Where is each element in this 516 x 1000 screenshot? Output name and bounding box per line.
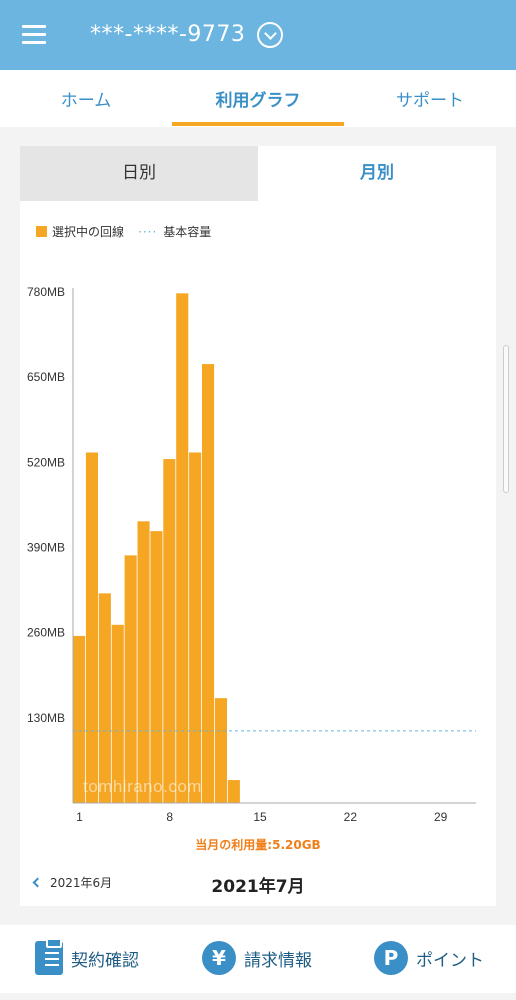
yen-icon: ¥ (202, 941, 236, 975)
monthly-usage-total: 当月の利用量:5.20GB (195, 838, 321, 852)
clipboard-icon (35, 938, 63, 975)
segment-monthly[interactable]: 月別 (258, 146, 496, 201)
bar (227, 780, 240, 803)
bar (202, 364, 215, 803)
y-tick-label: 130MB (27, 711, 65, 725)
hamburger-menu-icon[interactable] (22, 25, 46, 45)
y-tick-label: 260MB (27, 626, 65, 640)
bar (176, 293, 189, 803)
current-month-label: 2021年7月 (211, 877, 305, 897)
y-tick-label: 650MB (27, 370, 65, 384)
contract-check-button[interactable]: 契約確認 (32, 938, 139, 975)
legend-selected-line: 選択中の回線 (52, 225, 125, 239)
bar (150, 531, 163, 803)
x-tick-label: 15 (253, 810, 267, 824)
bottom-nav: 契約確認 ¥ 請求情報 P ポイント (0, 925, 516, 993)
watermark: tomhirano.com (83, 777, 202, 796)
billing-info-label: 請求情報 (244, 950, 312, 971)
bar (163, 459, 176, 803)
bar (214, 698, 227, 803)
tab-usage-graph[interactable]: 利用グラフ (215, 91, 301, 111)
billing-info-button[interactable]: ¥ 請求情報 (202, 941, 312, 975)
bar (111, 624, 124, 803)
bar (98, 593, 111, 803)
active-tab-indicator (172, 122, 344, 126)
legend-swatch (36, 226, 47, 237)
y-tick-label: 780MB (27, 285, 65, 299)
points-icon: P (374, 941, 408, 975)
scrollbar[interactable] (503, 345, 509, 493)
contract-check-label: 契約確認 (71, 950, 139, 971)
y-tick-label: 520MB (27, 455, 65, 469)
bar (73, 635, 86, 803)
x-tick-label: 8 (166, 810, 173, 824)
bar (189, 452, 202, 803)
top-bar: ***-****-9773 (0, 0, 516, 70)
prev-month-link[interactable]: 2021年6月 (32, 874, 113, 891)
x-tick-label: 29 (434, 810, 448, 824)
main-tabs: ホーム 利用グラフ サポート (0, 70, 516, 127)
prev-month-label: 2021年6月 (50, 876, 113, 890)
usage-bar-chart: 130MB 260MB 390MB 520MB 650MB 780MB tomhirano.… (27, 285, 476, 824)
x-tick-label: 1 (76, 810, 83, 824)
points-button[interactable]: P ポイント (374, 941, 484, 975)
points-label: ポイント (416, 950, 484, 971)
y-tick-label: 390MB (27, 541, 65, 555)
chevron-down-icon[interactable] (257, 22, 283, 48)
tab-home[interactable]: ホーム (60, 91, 112, 111)
usage-card: 日別 月別 選択中の回線 ···· 基本容量 130MB 260MB 390MB 52… (20, 146, 496, 906)
phone-number: ***-****-9773 (90, 22, 246, 47)
bar (85, 452, 98, 803)
x-tick-label: 22 (344, 810, 358, 824)
legend-dotted-line: ···· (138, 224, 158, 239)
tab-support[interactable]: サポート (396, 91, 464, 111)
chart-legend: 選択中の回線 ···· 基本容量 (36, 223, 211, 240)
legend-base-capacity: 基本容量 (163, 225, 212, 239)
bar (137, 521, 150, 803)
bar (124, 555, 137, 803)
segment-daily[interactable]: 日別 (20, 146, 258, 201)
